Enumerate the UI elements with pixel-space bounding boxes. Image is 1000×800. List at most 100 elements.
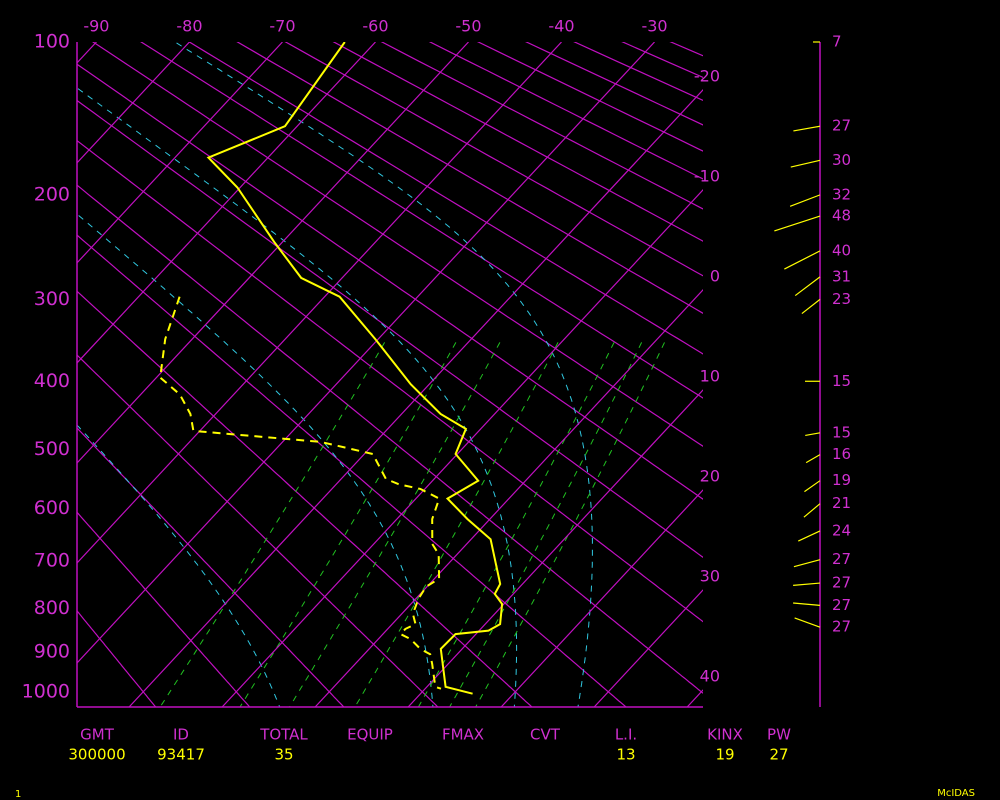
temperature-label: 0 (710, 266, 720, 285)
dry-adiabat (188, 42, 703, 355)
index-header: FMAX (442, 726, 484, 744)
temperature-label: 40 (700, 666, 720, 685)
dry-adiabat (77, 99, 703, 559)
pressure-label: 900 (34, 640, 70, 662)
pressure-label: 300 (34, 288, 70, 310)
reference-lines (77, 42, 703, 707)
temperature-label: -30 (641, 17, 667, 36)
wind-speed-label: 31 (832, 267, 851, 285)
dry-adiabat (77, 354, 439, 707)
wind-speed-label: 27 (832, 618, 851, 636)
wind-barb (784, 250, 821, 270)
index-value: 13 (616, 746, 635, 764)
temperature-line (206, 42, 504, 695)
wind-speed-label: 27 (832, 550, 851, 568)
isotherm (77, 42, 190, 164)
wind-barb (793, 125, 821, 132)
wind-speed-label: 32 (832, 185, 851, 203)
dry-adiabat (284, 42, 703, 277)
temperature-label: -40 (548, 17, 574, 36)
index-value: 27 (769, 746, 788, 764)
dry-adiabat (140, 42, 703, 399)
labels: -90 -80 -70 -60 -50 -40 -30 -20 -10 0 10 20 30 40 100 2… (22, 17, 851, 764)
wind-speed-label: 16 (832, 445, 851, 463)
temperature-label: -90 (83, 17, 109, 36)
isotherm (128, 89, 703, 707)
dry-adiabat (236, 42, 703, 314)
wind-barb (805, 454, 821, 464)
index-value: 300000 (68, 746, 125, 764)
mixing-ratio-line (475, 342, 665, 707)
dry-adiabat (77, 609, 157, 707)
brand: McIDAS (937, 788, 975, 799)
index-header: ID (173, 726, 189, 744)
mixing-ratio-line (288, 342, 501, 707)
page-number: 1 (15, 789, 21, 800)
index-header: EQUIP (347, 726, 393, 744)
pressure-label: 600 (34, 497, 70, 519)
moist-adiabat (77, 213, 434, 707)
wind-barb (789, 194, 821, 207)
temperature-label: -60 (362, 17, 388, 36)
wind-speed-label: 48 (832, 207, 851, 225)
wind-speed-label: 27 (832, 574, 851, 592)
dry-adiabat (77, 234, 627, 707)
dry-adiabat (77, 63, 703, 500)
index-value: 93417 (157, 746, 205, 764)
wind-speed-label: 7 (832, 33, 842, 51)
wind-barb (797, 530, 821, 542)
profiles (159, 42, 504, 695)
wind-barb (803, 503, 821, 518)
wind-barb (805, 432, 821, 437)
isotherm (314, 289, 703, 707)
isotherm (77, 42, 469, 464)
wind-barb (790, 159, 821, 168)
wind-barb (793, 559, 821, 568)
wind-speed-label: 15 (832, 423, 851, 441)
index-header: TOTAL (259, 726, 308, 744)
index-value: 19 (715, 746, 734, 764)
isotherm (407, 389, 703, 707)
index-header: PW (767, 726, 791, 744)
wind-barb (793, 602, 821, 606)
dry-adiabat (77, 427, 345, 707)
mixing-ratio-line (354, 342, 559, 707)
isotherm (77, 42, 562, 564)
temperature-label: -50 (455, 17, 481, 36)
mixing-ratio-line (159, 342, 386, 707)
dewpoint-line (159, 296, 442, 690)
isotherm (77, 42, 376, 364)
temperature-label: -10 (694, 166, 720, 185)
wind-speed-label: 23 (832, 290, 851, 308)
dry-adiabat (77, 290, 533, 707)
isotherm (500, 489, 703, 707)
pressure-label: 800 (34, 597, 70, 619)
mixing-ratio-line (239, 342, 457, 707)
pressure-label: 400 (34, 370, 70, 392)
wind-barb (804, 480, 821, 493)
isotherm (77, 42, 655, 664)
wind-speed-label: 19 (832, 471, 851, 489)
wind-speed-label: 27 (832, 117, 851, 135)
dry-adiabat (77, 511, 251, 707)
wind-barb (794, 276, 821, 297)
wind-speed-label: 27 (832, 596, 851, 614)
mixing-ratio-line (449, 342, 643, 707)
pressure-label: 1000 (22, 680, 70, 702)
temperature-label: -20 (694, 66, 720, 85)
temperature-label: 20 (700, 466, 720, 485)
dry-adiabat (92, 42, 703, 447)
wind-barb (801, 298, 821, 315)
wind-speed-label: 21 (832, 494, 851, 512)
index-header: L.I. (615, 726, 637, 744)
wind-speed-label: 40 (832, 241, 851, 259)
pressure-label: 100 (34, 31, 70, 53)
wind-speed-label: 24 (832, 521, 851, 539)
wind-speed-label: 30 (832, 151, 851, 169)
isotherms (77, 42, 703, 707)
isotherm (593, 589, 703, 707)
index-header: CVT (530, 726, 561, 744)
isotherm (221, 189, 703, 707)
